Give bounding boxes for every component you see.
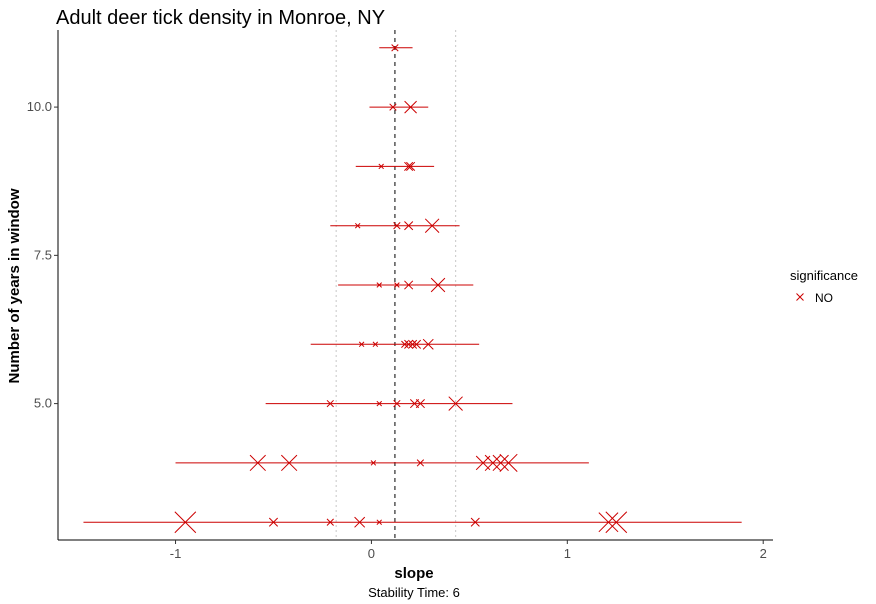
y-tick-label: 5.0 (34, 396, 52, 411)
point-marker-5-1 (376, 400, 383, 407)
legend-title: significance (790, 268, 858, 283)
x-tick-label: 2 (760, 546, 767, 561)
point-marker-6-3 (404, 339, 414, 349)
legend: significance NO (790, 268, 858, 305)
point-marker-3-4 (376, 519, 383, 525)
point-marker-5-2 (393, 399, 401, 408)
point-marker-6-0 (358, 341, 365, 348)
point-marker-10-1 (404, 100, 417, 114)
x-axis-title: slope (394, 565, 433, 582)
point-marker-3-2 (326, 518, 334, 526)
point-marker-8-2 (404, 221, 414, 231)
point-marker-8-1 (393, 222, 401, 230)
point-marker-4-1 (280, 454, 298, 472)
point-marker-3-6 (598, 512, 619, 533)
point-marker-9-1 (404, 161, 414, 171)
point-marker-4-2 (370, 460, 377, 466)
point-marker-5-5 (448, 396, 463, 411)
point-marker-5-0 (326, 399, 334, 408)
point-marker-9-0 (378, 163, 384, 170)
plot-area (83, 30, 742, 540)
point-marker-4-0 (249, 454, 266, 472)
axis-ticks: -1 0 1 2 5.0 7.5 10.0 (27, 30, 773, 561)
point-marker-6-4 (408, 339, 418, 349)
point-marker-4-6 (492, 454, 509, 472)
point-marker-4-5 (484, 454, 502, 472)
point-marker-5-4 (415, 399, 425, 409)
point-marker-7-1 (394, 282, 400, 288)
point-marker-4-7 (499, 453, 518, 472)
y-axis-title: Number of years in window (6, 188, 23, 383)
point-marker-3-7 (605, 511, 628, 534)
chart-caption: Stability Time: 6 (368, 585, 460, 600)
point-marker-7-0 (376, 282, 383, 288)
y-tick-label: 10.0 (27, 99, 52, 114)
point-marker-8-0 (354, 222, 361, 229)
x-tick-label: 0 (368, 546, 375, 561)
x-tick-label: 1 (564, 546, 571, 561)
point-marker-3-0 (174, 511, 197, 534)
point-marker-9-2 (406, 161, 416, 171)
y-tick-label: 7.5 (34, 247, 52, 262)
point-marker-6-1 (372, 341, 379, 348)
point-marker-8-3 (424, 218, 440, 233)
point-marker-6-5 (411, 339, 422, 349)
x-tick-label: -1 (170, 546, 182, 561)
legend-x-icon (796, 293, 804, 301)
point-marker-3-1 (268, 517, 279, 527)
point-marker-3-5 (470, 517, 480, 527)
point-marker-11-0 (391, 44, 399, 52)
chart-title: Adult deer tick density in Monroe, NY (56, 7, 385, 29)
point-marker-7-3 (430, 277, 446, 293)
point-marker-10-0 (389, 103, 397, 111)
point-marker-7-2 (404, 280, 414, 290)
legend-label-no: NO (815, 291, 833, 305)
point-marker-4-3 (416, 459, 425, 467)
point-marker-3-3 (354, 516, 366, 528)
point-marker-6-6 (422, 338, 434, 350)
legend-key-marker (796, 293, 804, 301)
